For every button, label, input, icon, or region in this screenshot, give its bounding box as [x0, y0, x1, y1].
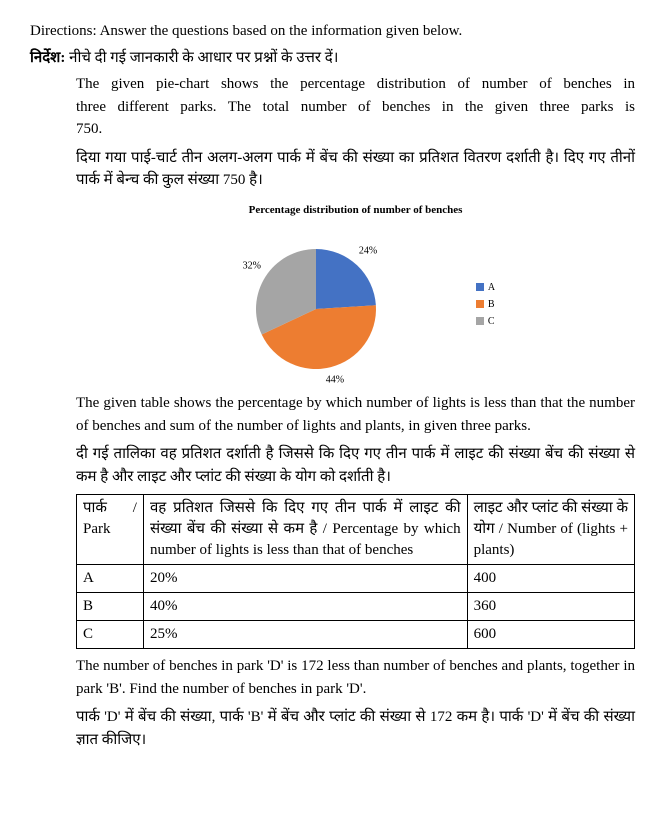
header-pct: वह प्रतिशत जिससे कि दिए गए तीन पार्क में…: [143, 495, 467, 565]
pie-label-A: 24%: [359, 246, 377, 257]
mid-hi: दी गई तालिका वह प्रतिशत दर्शाती है जिससे…: [76, 443, 635, 488]
table-header-row: पार्क / Park वह प्रतिशत जिससे कि दिए गए …: [77, 495, 635, 565]
question-hi: पार्क 'D' में बेंच की संख्या, पार्क 'B' …: [76, 706, 635, 751]
table-row: B 40% 360: [77, 593, 635, 621]
legend-label: A: [488, 280, 495, 295]
directions-text-en: Answer the questions based on the inform…: [100, 23, 463, 39]
cell-pct: 25%: [143, 621, 467, 649]
intro-en: The given pie-chart shows the percentage…: [76, 73, 635, 141]
legend-swatch: [476, 317, 484, 325]
directions-en: Directions: Answer the questions based o…: [30, 20, 635, 43]
directions-label-hi: निर्देश:: [30, 50, 65, 66]
legend-item-C: C: [476, 314, 495, 329]
pie-svg: 24% 44% 32%: [216, 224, 416, 384]
pie-label-B: 44%: [326, 375, 344, 384]
header-park: पार्क / Park: [77, 495, 144, 565]
header-sum: लाइट और प्लांट की संख्या के योग / Number…: [467, 495, 634, 565]
pie-label-C: 32%: [243, 260, 261, 271]
table-row: A 20% 400: [77, 565, 635, 593]
mid-en: The given table shows the percentage by …: [76, 392, 635, 437]
chart-legend: ABC: [476, 278, 495, 331]
table-row: C 25% 600: [77, 621, 635, 649]
chart-title: Percentage distribution of number of ben…: [76, 202, 635, 219]
directions-text-hi: नीचे दी गई जानकारी के आधार पर प्रश्नों क…: [69, 50, 338, 66]
intro-hi: दिया गया पाई-चार्ट तीन अलग-अलग पार्क में…: [76, 147, 635, 192]
legend-item-A: A: [476, 280, 495, 295]
cell-pct: 40%: [143, 593, 467, 621]
pie-slice-A: [316, 249, 376, 309]
legend-swatch: [476, 283, 484, 291]
pie-chart: 24% 44% 32% ABC: [76, 224, 635, 384]
legend-label: C: [488, 314, 495, 329]
directions-label-en: Directions:: [30, 23, 100, 39]
legend-swatch: [476, 300, 484, 308]
question-en: The number of benches in park 'D' is 172…: [76, 655, 635, 700]
cell-park: B: [77, 593, 144, 621]
cell-sum: 400: [467, 565, 634, 593]
cell-park: C: [77, 621, 144, 649]
cell-sum: 600: [467, 621, 634, 649]
cell-pct: 20%: [143, 565, 467, 593]
cell-park: A: [77, 565, 144, 593]
legend-label: B: [488, 297, 495, 312]
cell-sum: 360: [467, 593, 634, 621]
legend-item-B: B: [476, 297, 495, 312]
directions-hi: निर्देश: नीचे दी गई जानकारी के आधार पर प…: [30, 47, 635, 70]
data-table: पार्क / Park वह प्रतिशत जिससे कि दिए गए …: [76, 494, 635, 649]
